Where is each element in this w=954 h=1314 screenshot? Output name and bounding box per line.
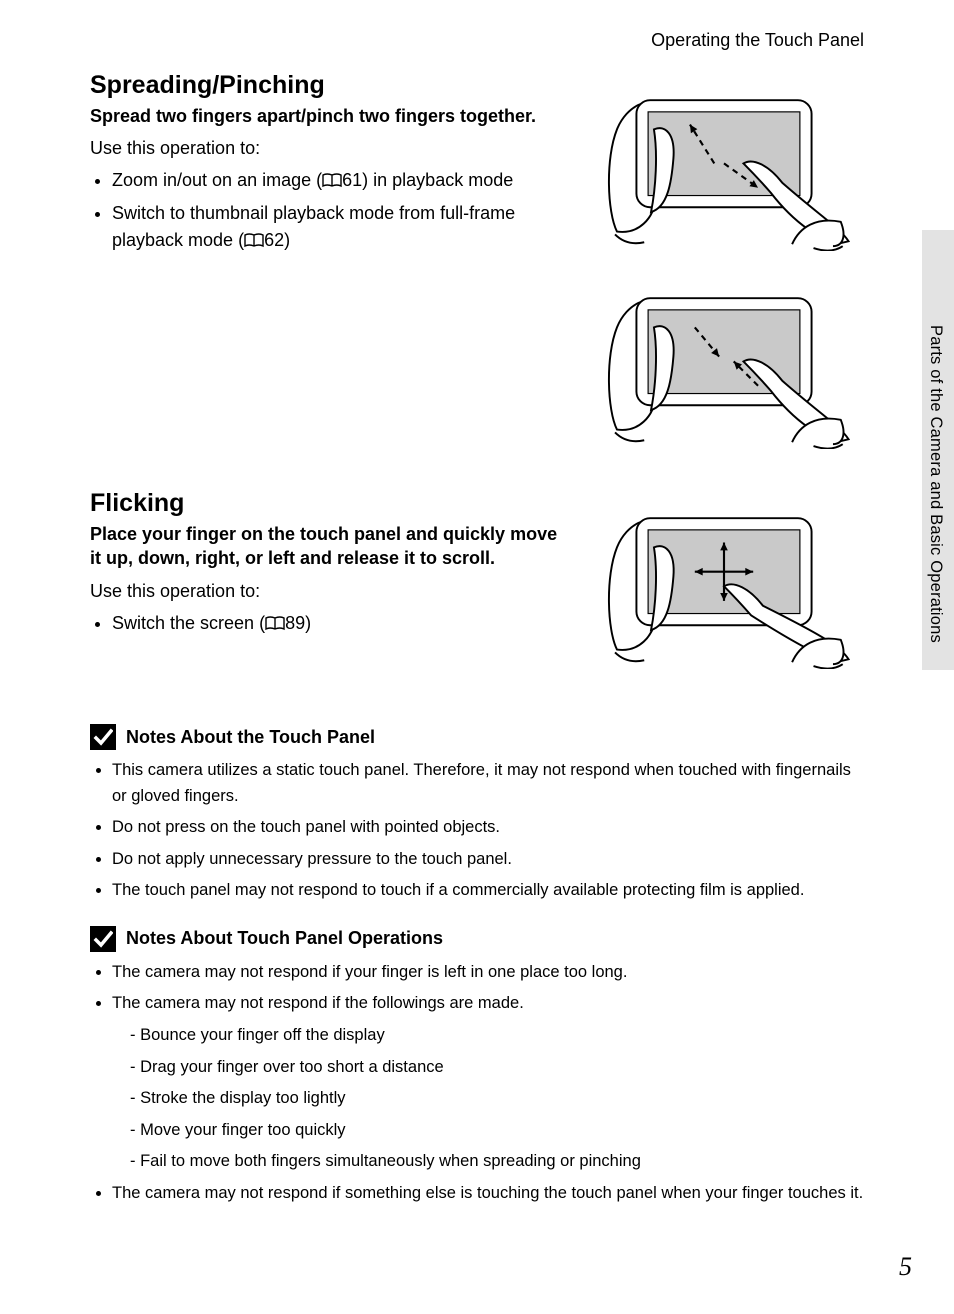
note-subitem: Move your finger too quickly [130, 1118, 864, 1144]
page-ref: 62 [264, 230, 284, 250]
check-badge-icon [90, 926, 116, 952]
list-text: ) [284, 230, 290, 250]
figure-flick-gesture [594, 489, 854, 669]
note-subitem: Bounce your finger off the display [130, 1023, 864, 1049]
note-list: The camera may not respond if your finge… [90, 960, 864, 1207]
section-figures [584, 71, 864, 449]
section-text: Spreading/Pinching Spread two fingers ap… [90, 71, 564, 449]
list-text: Zoom in/out on an image ( [112, 170, 322, 190]
note-item: The touch panel may not respond to touch… [112, 878, 864, 904]
section-list: Zoom in/out on an image ( 61) in playback… [90, 167, 564, 254]
section-subheading: Spread two fingers apart/pinch two finge… [90, 104, 564, 128]
note-subitem: Stroke the display too lightly [130, 1086, 864, 1112]
list-item: Zoom in/out on an image ( 61) in playback… [112, 167, 564, 194]
running-head: Operating the Touch Panel [90, 30, 864, 51]
note-sublist: Bounce your finger off the display Drag … [112, 1023, 864, 1175]
list-item: Switch to thumbnail playback mode from f… [112, 200, 564, 254]
section-list: Switch the screen ( 89) [90, 610, 564, 637]
side-section-caption: Parts of the Camera and Basic Operations [926, 325, 945, 643]
book-ref-icon [265, 616, 285, 631]
section-heading: Spreading/Pinching [90, 71, 564, 100]
page-ref: 89 [285, 613, 305, 633]
note-item: Do not apply unnecessary pressure to the… [112, 847, 864, 873]
book-ref-icon [244, 233, 264, 248]
list-text: Switch to thumbnail playback mode from f… [112, 203, 515, 250]
section-subheading: Place your finger on the touch panel and… [90, 522, 564, 571]
note-subitem: Drag your finger over too short a distan… [130, 1055, 864, 1081]
list-text: ) in playback mode [362, 170, 513, 190]
section-heading: Flicking [90, 489, 564, 518]
figure-spread-gesture [594, 71, 854, 251]
list-text: ) [305, 613, 311, 633]
section-lead: Use this operation to: [90, 581, 564, 602]
section-figures [584, 489, 864, 669]
figure-pinch-gesture [594, 269, 854, 449]
note-title: Notes About the Touch Panel [126, 727, 375, 748]
section-text: Flicking Place your finger on the touch … [90, 489, 564, 669]
note-item: Do not press on the touch panel with poi… [112, 815, 864, 841]
list-item: Switch the screen ( 89) [112, 610, 564, 637]
manual-page: Operating the Touch Panel Parts of the C… [0, 0, 954, 1314]
note-item: The camera may not respond if your finge… [112, 960, 864, 986]
page-number: 5 [899, 1252, 912, 1282]
note-heading: Notes About the Touch Panel [90, 724, 864, 750]
note-item: The camera may not respond if the follow… [112, 991, 864, 1174]
section-lead: Use this operation to: [90, 138, 564, 159]
notes-region: Notes About the Touch Panel This camera … [90, 724, 864, 1206]
note-heading: Notes About Touch Panel Operations [90, 926, 864, 952]
list-text: Switch the screen ( [112, 613, 265, 633]
page-ref: 61 [342, 170, 362, 190]
section-spreading-pinching: Spreading/Pinching Spread two fingers ap… [90, 71, 864, 449]
note-item-text: The camera may not respond if the follow… [112, 994, 524, 1012]
section-flicking: Flicking Place your finger on the touch … [90, 489, 864, 669]
note-subitem: Fail to move both fingers simultaneously… [130, 1149, 864, 1175]
note-title: Notes About Touch Panel Operations [126, 928, 443, 949]
note-item: The camera may not respond if something … [112, 1181, 864, 1207]
note-list: This camera utilizes a static touch pane… [90, 758, 864, 904]
book-ref-icon [322, 173, 342, 188]
check-badge-icon [90, 724, 116, 750]
note-item: This camera utilizes a static touch pane… [112, 758, 864, 809]
